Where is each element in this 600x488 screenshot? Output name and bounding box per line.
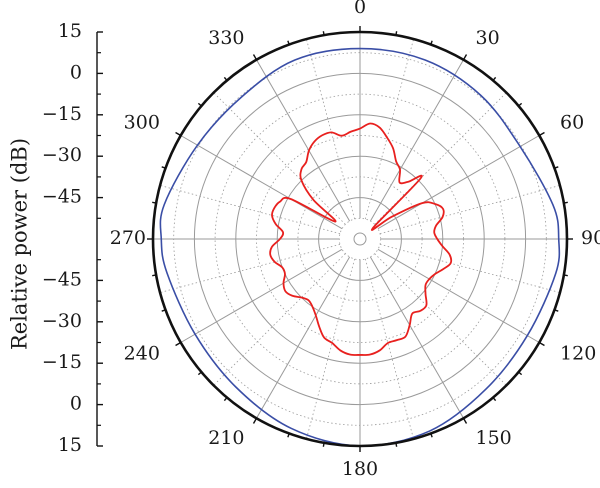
major-spoke xyxy=(369,256,464,419)
minor-spoke xyxy=(213,253,346,386)
radial-tick-label: −15 xyxy=(42,103,82,125)
y-axis-title: Relative power (dB) xyxy=(8,138,32,350)
angle-tick xyxy=(518,102,523,107)
angle-tick xyxy=(197,371,202,376)
polar-grid xyxy=(153,32,567,446)
angle-tick xyxy=(395,442,398,447)
angle-tick xyxy=(197,102,202,107)
angle-tick xyxy=(223,76,228,81)
minor-spoke xyxy=(364,258,414,440)
angle-tick xyxy=(430,433,433,438)
angle-label-150: 150 xyxy=(476,427,512,449)
angle-tick xyxy=(223,397,228,402)
radial-tick-label: 0 xyxy=(70,393,82,415)
angle-tick xyxy=(175,341,182,347)
angle-label-30: 30 xyxy=(476,27,500,49)
angle-tick xyxy=(252,417,258,424)
angle-tick xyxy=(322,31,325,36)
angle-tick xyxy=(554,309,559,312)
major-spoke xyxy=(377,135,540,230)
angle-tick xyxy=(152,274,157,277)
angle-tick xyxy=(175,131,182,137)
radial-tick-label: −30 xyxy=(42,310,82,332)
angle-label-0: 0 xyxy=(354,0,366,18)
angle-tick xyxy=(538,341,545,347)
angle-label-240: 240 xyxy=(124,343,160,365)
radial-tick-label: 15 xyxy=(58,20,82,42)
angle-label-270: 270 xyxy=(110,227,146,249)
angle-tick xyxy=(287,40,290,45)
angle-tick xyxy=(518,371,523,376)
angle-tick xyxy=(563,201,568,204)
angle-label-180: 180 xyxy=(342,458,378,480)
major-spoke xyxy=(180,248,343,343)
minor-spoke xyxy=(374,92,507,225)
angle-tick xyxy=(287,433,290,438)
minor-spoke xyxy=(306,38,356,220)
major-spoke xyxy=(180,135,343,230)
minor-spoke xyxy=(379,185,561,235)
angle-label-120: 120 xyxy=(560,343,596,365)
radial-tick-label: −45 xyxy=(42,268,82,290)
radial-axis: 15 0 −15 −30 −45 −45 −30 −15 0 15 270 xyxy=(42,20,146,456)
radial-tick-label: −15 xyxy=(42,351,82,373)
polar-frame xyxy=(147,26,573,452)
angle-label-60: 60 xyxy=(560,112,584,134)
major-spoke xyxy=(256,59,351,222)
minor-spoke xyxy=(159,243,341,293)
angle-tick xyxy=(161,309,166,312)
major-spoke xyxy=(369,59,464,222)
angle-label-300: 300 xyxy=(124,112,160,134)
minor-spoke xyxy=(364,38,414,220)
minor-spoke xyxy=(213,92,346,225)
angle-tick xyxy=(492,397,497,402)
angle-labels: 0 30 60 90 120 150 180 210 240 300 330 xyxy=(124,0,600,480)
angle-tick xyxy=(161,166,166,169)
major-spoke xyxy=(256,256,351,419)
angle-tick xyxy=(395,31,398,36)
minor-spoke xyxy=(374,253,507,386)
radial-tick-label: −45 xyxy=(42,186,82,208)
major-spoke xyxy=(377,248,540,343)
radial-tick-label: −30 xyxy=(42,144,82,166)
radial-tick-label: 0 xyxy=(70,61,82,83)
radial-tick-label: 15 xyxy=(58,434,82,456)
minor-spoke xyxy=(159,185,341,235)
angle-tick xyxy=(554,166,559,169)
series-line-2 xyxy=(269,122,453,356)
angle-tick xyxy=(538,131,545,137)
angle-tick xyxy=(462,54,468,61)
minor-spoke xyxy=(379,243,561,293)
angle-label-210: 210 xyxy=(208,427,244,449)
angle-label-90: 90 xyxy=(581,227,600,249)
angle-tick xyxy=(152,201,157,204)
angle-tick xyxy=(322,442,325,447)
angle-tick xyxy=(563,274,568,277)
angle-label-330: 330 xyxy=(208,27,244,49)
minor-spoke xyxy=(306,258,356,440)
center-ring xyxy=(353,232,367,246)
angle-tick xyxy=(492,76,497,81)
angle-tick xyxy=(430,40,433,45)
angle-tick xyxy=(252,54,258,61)
angle-tick xyxy=(462,417,468,424)
